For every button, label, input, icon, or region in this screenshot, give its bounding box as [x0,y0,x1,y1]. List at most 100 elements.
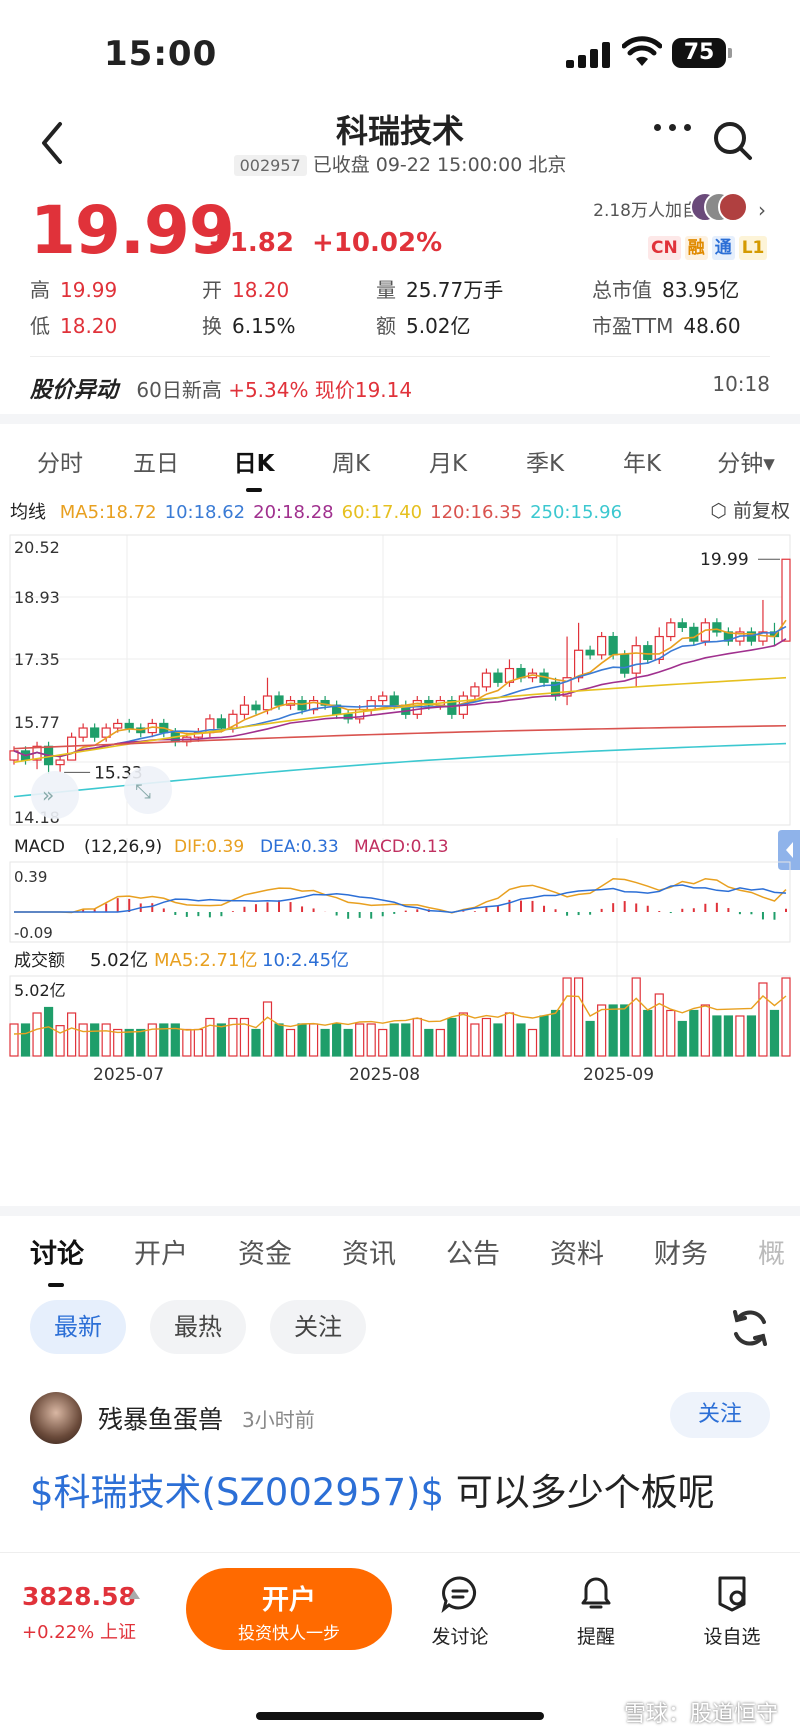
tab-quarterly[interactable]: 季K [525,451,565,477]
volume-bar [101,1023,111,1057]
open-account-button[interactable]: 开户 投资快人一步 [186,1568,392,1650]
tab-monthly[interactable]: 月K [428,451,468,477]
alert-text: 60日新高 [136,378,222,402]
follower-avatars[interactable] [690,192,748,224]
tab-minute[interactable]: 分钟▾ [717,451,775,477]
volume-bar [182,1028,192,1057]
alert-button[interactable]: 提醒 [546,1574,646,1649]
volume-bar [285,1028,296,1057]
home-indicator [256,1712,544,1720]
post-time: 3小时前 [242,1408,315,1432]
author-name[interactable]: 残暴鱼蛋兽 [98,1405,224,1434]
tag-margin: 融 [684,236,708,260]
tab-weekly[interactable]: 周K [331,451,371,477]
stock-subtitle: 002957 已收盘 09-22 15:00:00 北京 [0,150,800,177]
price-alert-row[interactable]: 股价异动 60日新高 +5.34% 现价19.14 10:18 [30,372,770,404]
volume-label: 成交额 [14,951,65,971]
candle-body [55,759,65,766]
discussion-tabs: 讨论 开户 资金 资讯 公告 资料 财务 概 [0,1222,800,1287]
volume-bar [124,1028,134,1057]
tab-intraday[interactable]: 分时 [37,451,83,477]
add-watchlist-button[interactable]: 设自选 [682,1574,782,1649]
tab-funds[interactable]: 资金 [238,1239,292,1270]
index-value[interactable]: 3828.58 [22,1582,136,1611]
volume-bar [67,1012,77,1057]
section-gap [0,414,800,424]
candle-body [597,635,607,656]
volume-bar [516,1023,526,1057]
post-discussion-button[interactable]: 发讨论 [410,1574,510,1649]
filter-latest[interactable]: 最新 [30,1300,126,1354]
ma20-line [13,638,787,758]
search-icon[interactable] [712,120,754,162]
volume-bar [320,1028,330,1057]
ma5-line [13,619,787,758]
filter-hot[interactable]: 最热 [150,1300,246,1354]
alert-time: 10:18 [712,372,770,396]
stock-title: 科瑞技术 [335,112,464,150]
stat-pe: 市盈TTM 48.60 [592,314,741,338]
candle-body [493,672,503,683]
tab-account[interactable]: 开户 [134,1239,188,1270]
ma-item: 60:17.40 [341,502,423,523]
price-change: +1.82 +10.02% [208,228,443,258]
tab-daily[interactable]: 日K [214,444,294,492]
tab-profile[interactable]: 资料 [550,1239,604,1270]
refresh-icon[interactable] [728,1306,772,1350]
volume-bar [136,1028,146,1057]
tab-5day[interactable]: 五日 [133,451,179,477]
volume-bar [55,1025,65,1057]
fullscreen-icon: ⤡ [135,779,151,803]
price-pane-border [9,534,791,826]
author-avatar[interactable] [30,1392,82,1444]
volume-bar [677,1020,687,1057]
candle-body [424,699,434,706]
x-tick-label: 2025-07 [93,1065,164,1085]
post-body[interactable]: $科瑞技术(SZ002957)$ 可以多少个板呢 [30,1462,715,1516]
tab-news[interactable]: 资讯 [342,1239,396,1270]
tab-discuss[interactable]: 讨论 [30,1232,84,1287]
volume-bar [746,1015,757,1057]
tab-finance[interactable]: 财务 [654,1239,708,1270]
candle-body [712,622,722,633]
candle-body [378,695,388,702]
volume-bar [550,1009,561,1057]
volume-bar [458,1012,468,1057]
chevron-right-icon[interactable]: › [758,198,766,222]
volume-bar [205,1017,215,1057]
watermark: 雪球：股道恒守 [623,1702,778,1727]
volume-bar [147,1023,157,1057]
y-tick-label: 18.93 [14,588,60,607]
tab-yearly[interactable]: 年K [622,451,662,477]
volume-bar [597,1004,607,1057]
volume-bar [90,1023,100,1057]
filter-follow[interactable]: 关注 [270,1300,366,1354]
candle-body [113,722,123,729]
macd-bottom-label: -0.09 [14,924,53,942]
ma-item: 10:18.62 [164,502,246,523]
followers-count[interactable]: 2.18万人加自选 [593,201,716,221]
volume-bar [378,1028,388,1057]
tag-connect: 通 [711,236,735,260]
macd-value: MACD:0.13 [354,837,449,857]
volume-bar [193,1028,203,1057]
adjust-toggle[interactable]: ⬡ 前复权 [710,500,790,522]
follow-author-button[interactable]: 关注 [670,1392,770,1438]
volume-bar [654,993,664,1057]
tab-concept[interactable]: 概 [758,1239,785,1270]
back-icon[interactable] [36,118,68,168]
volume-bar [343,1028,353,1057]
candle-body [689,626,699,642]
y-tick-label: 17.35 [14,650,60,669]
more-icon[interactable] [654,124,694,136]
stock-link[interactable]: $科瑞技术(SZ002957)$ [30,1471,445,1514]
period-tabs: 分时 五日 日K 周K 月K 季K 年K 分钟▾ [0,430,800,492]
volume-bar [228,1017,238,1057]
volume-bar [447,1017,457,1057]
volume-bar [274,1023,284,1057]
alert-rise: +5.34% [228,378,309,402]
tab-notice[interactable]: 公告 [446,1239,500,1270]
ma60-line [13,676,787,764]
candle-body [389,695,399,706]
